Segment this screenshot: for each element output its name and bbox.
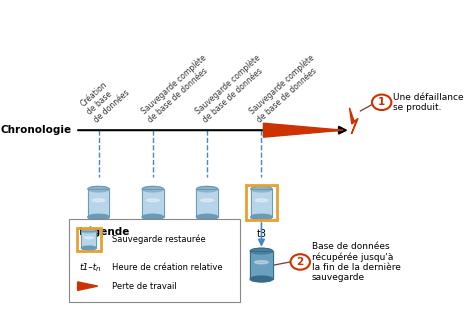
- Text: Sauvegarde restaurée: Sauvegarde restaurée: [112, 235, 206, 244]
- Ellipse shape: [84, 237, 93, 239]
- Text: Chronologie: Chronologie: [0, 125, 72, 135]
- Polygon shape: [81, 231, 96, 248]
- Ellipse shape: [197, 186, 218, 192]
- Bar: [250, 251, 273, 279]
- Text: Perte de travail: Perte de travail: [112, 281, 177, 291]
- Ellipse shape: [88, 214, 109, 220]
- Text: t2: t2: [202, 229, 212, 239]
- Ellipse shape: [142, 214, 163, 220]
- Ellipse shape: [250, 248, 273, 254]
- Bar: [197, 189, 218, 217]
- Ellipse shape: [81, 246, 96, 250]
- Polygon shape: [197, 189, 218, 217]
- Ellipse shape: [92, 199, 105, 202]
- Bar: [81, 231, 96, 248]
- Ellipse shape: [255, 261, 268, 264]
- Text: Sauvegarde complète
de base de données: Sauvegarde complète de base de données: [248, 53, 324, 124]
- Text: t1: t1: [148, 229, 158, 239]
- FancyBboxPatch shape: [69, 219, 240, 302]
- Ellipse shape: [197, 214, 218, 220]
- Polygon shape: [350, 108, 358, 134]
- Polygon shape: [250, 251, 273, 279]
- Text: t0: t0: [94, 229, 103, 239]
- Bar: [88, 189, 109, 217]
- Text: Légende: Légende: [79, 227, 130, 237]
- Polygon shape: [88, 189, 109, 217]
- Ellipse shape: [201, 199, 213, 202]
- Polygon shape: [142, 189, 163, 217]
- Text: t1–t: t1–t: [80, 263, 97, 272]
- Text: n: n: [95, 266, 100, 272]
- Bar: [251, 189, 272, 217]
- Text: 1: 1: [378, 97, 385, 107]
- Text: Création
de base
de données: Création de base de données: [79, 72, 132, 124]
- Bar: [142, 189, 163, 217]
- Text: Sauvegarde complète
de base de données: Sauvegarde complète de base de données: [194, 53, 270, 124]
- Ellipse shape: [250, 276, 273, 282]
- Text: t3: t3: [256, 229, 266, 239]
- Text: Base de données
récupérée jusqu'à
la fin de la dernière
sauvegarde: Base de données récupérée jusqu'à la fin…: [312, 241, 401, 282]
- Text: Une défaillance
se produit.: Une défaillance se produit.: [393, 93, 464, 112]
- Text: 2: 2: [297, 257, 304, 267]
- Text: Heure de création relative: Heure de création relative: [112, 263, 223, 272]
- Polygon shape: [251, 189, 272, 217]
- Ellipse shape: [251, 186, 272, 192]
- Polygon shape: [78, 282, 98, 290]
- Polygon shape: [263, 123, 343, 137]
- Ellipse shape: [81, 229, 96, 233]
- Ellipse shape: [88, 186, 109, 192]
- Ellipse shape: [255, 199, 268, 202]
- Bar: [246, 185, 277, 220]
- Ellipse shape: [142, 186, 163, 192]
- Text: Sauvegarde complète
de base de données: Sauvegarde complète de base de données: [139, 53, 215, 124]
- Ellipse shape: [251, 214, 272, 220]
- Bar: [77, 228, 101, 251]
- Ellipse shape: [146, 199, 159, 202]
